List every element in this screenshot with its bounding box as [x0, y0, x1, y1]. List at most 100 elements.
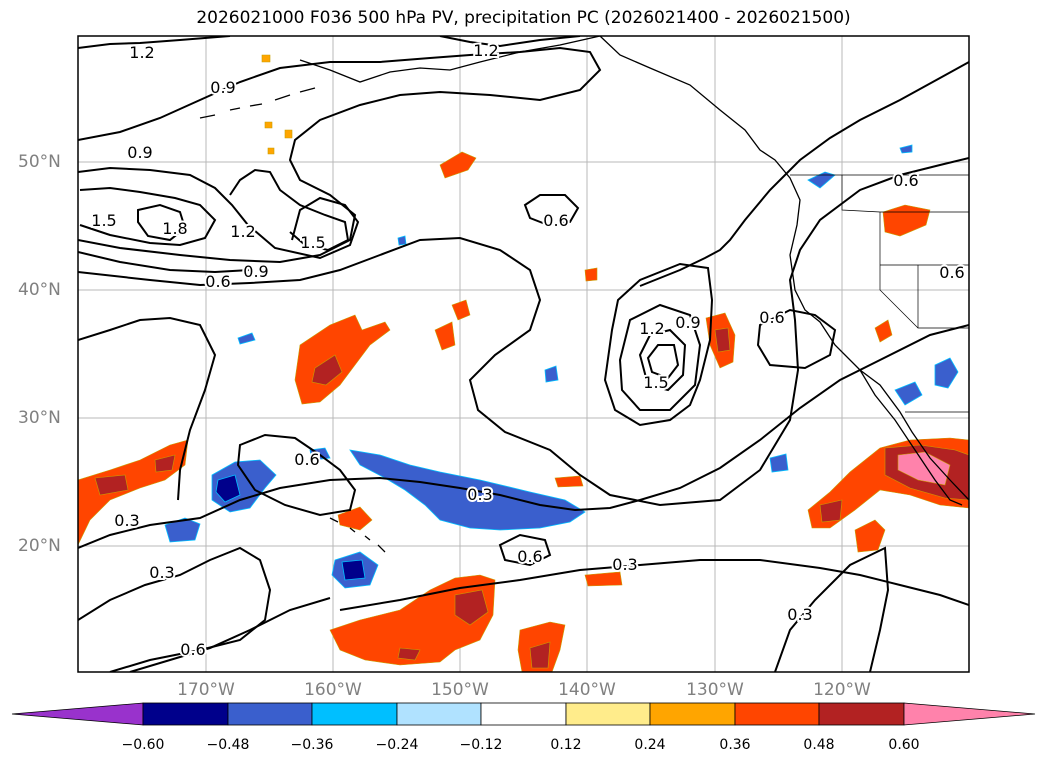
- precip-core-west: [94, 454, 176, 496]
- contour-1.8-vortex: [646, 344, 680, 380]
- contour-1.5-west: [79, 186, 217, 247]
- contour-1.2-west: [78, 166, 360, 274]
- precip-south-core: [397, 589, 489, 661]
- contour-label: 0.9: [127, 143, 152, 162]
- lon-label: 130°W: [686, 680, 744, 700]
- aleutian-islands: [199, 87, 316, 119]
- contour-label: 0.9: [675, 313, 700, 332]
- precip-pacific-central: [294, 314, 391, 405]
- precip-tiny-4: [267, 147, 275, 155]
- precip-oregon: [882, 204, 931, 237]
- contour-0.3-central: [78, 324, 969, 549]
- colorbar-seg: [734, 702, 820, 726]
- lon-label: 160°W: [304, 680, 362, 700]
- precip-baja-south: [854, 519, 886, 553]
- neg-small-8: [899, 144, 913, 154]
- colorbar-seg: [565, 702, 651, 726]
- contour-label: 0.9: [210, 78, 235, 97]
- contour-label: 0.3: [612, 555, 637, 574]
- precip-south-large: [329, 574, 496, 666]
- coastlines: [199, 36, 969, 553]
- contour-label: 0.9: [243, 262, 268, 281]
- lon-label: 140°W: [558, 680, 616, 700]
- borders: [790, 174, 969, 413]
- contour-label: 1.2: [230, 222, 255, 241]
- precip-small-e: [554, 475, 584, 488]
- contour-0.6-east-loop: [756, 308, 837, 370]
- graticule: [78, 36, 969, 672]
- colorbar-label: 0.60: [888, 737, 920, 753]
- contour-0.6-small-south: [498, 533, 552, 567]
- precip-small-b: [434, 321, 456, 351]
- contour-label: 0.6: [205, 272, 230, 291]
- neg-small-5: [769, 453, 789, 473]
- precip-california: [874, 319, 893, 343]
- colorbar-seg: [396, 702, 482, 726]
- precip-small-d: [584, 267, 598, 282]
- colorbar-seg: [818, 702, 905, 726]
- neg-small-2-core: [341, 559, 366, 581]
- colorbar: [11, 702, 1036, 726]
- neg-small-7: [894, 357, 959, 406]
- colorbar-label: 0.48: [803, 737, 835, 753]
- contour-1.2-north: [78, 36, 581, 49]
- lon-label: 120°W: [813, 680, 871, 700]
- contour-label: 0.6: [543, 211, 568, 230]
- neg-west-core: [215, 474, 241, 503]
- lon-label: 170°W: [177, 680, 235, 700]
- precip-tiny-3: [264, 121, 273, 129]
- colorbar-label: 0.24: [634, 737, 666, 753]
- colorbar-label: −0.36: [290, 737, 334, 753]
- contour-label: 1.2: [129, 43, 154, 62]
- colorbar-min-extend: [11, 702, 144, 726]
- contour-label: 0.3: [467, 485, 492, 504]
- contour-label: 0.3: [149, 563, 174, 582]
- colorbar-label: −0.48: [206, 737, 250, 753]
- precip-hawaii-north: [337, 506, 373, 531]
- contour-1.5-vortex: [638, 328, 687, 392]
- neg-small-10: [237, 332, 256, 345]
- contour-label: 1.5: [300, 233, 325, 252]
- contour-label: 1.2: [473, 41, 498, 60]
- contour-label: 0.6: [517, 547, 542, 566]
- precip-small-a: [439, 151, 477, 179]
- contour-label: 0.6: [939, 263, 964, 282]
- contour-label: 1.5: [643, 373, 668, 392]
- colorbar-seg: [480, 702, 567, 726]
- contour-0.6-south-bottom: [129, 546, 890, 672]
- hawaiian-islands: [329, 517, 386, 553]
- contour-0.6-loop: [78, 316, 217, 501]
- contour-0.9-east: [639, 61, 969, 287]
- precip-mexico-max: [897, 451, 951, 486]
- colorbar-label: −0.60: [121, 737, 165, 753]
- pv-contours: [78, 36, 969, 672]
- precip-small-c: [451, 299, 471, 321]
- neg-small-9: [397, 235, 407, 246]
- lat-label: 50°N: [18, 152, 61, 172]
- colorbar-label: 0.12: [550, 737, 582, 753]
- contour-1.8-west: [137, 203, 187, 242]
- contour-0.6-north-loop: [523, 194, 580, 227]
- contour-label: 0.6: [294, 450, 319, 469]
- colorbar-label: 0.36: [719, 737, 751, 753]
- us-state-lines: [841, 175, 969, 329]
- contour-1.2-vortex: [618, 303, 702, 411]
- precip-small-f: [584, 571, 623, 587]
- contour-0.9-north: [78, 46, 602, 264]
- contour-label: 1.5: [91, 211, 116, 230]
- contour-label: 1.8: [162, 219, 187, 238]
- map-frame: [77, 35, 970, 673]
- colorbar-seg: [649, 702, 736, 726]
- neg-small-6: [807, 171, 836, 189]
- contour-label: 0.3: [787, 605, 812, 624]
- precip-tiny-2: [284, 129, 293, 139]
- lon-label: 150°W: [431, 680, 489, 700]
- alaska-coast: [299, 36, 969, 501]
- contour-0.3-lower: [339, 559, 969, 611]
- contour-label: 0.6: [180, 640, 205, 659]
- colorbar-seg: [142, 702, 229, 726]
- map-title: 2026021000 F036 500 hPa PV, precipitatio…: [196, 8, 851, 28]
- contour-1.5-west-2: [229, 168, 350, 252]
- contour-label: 1.2: [639, 319, 664, 338]
